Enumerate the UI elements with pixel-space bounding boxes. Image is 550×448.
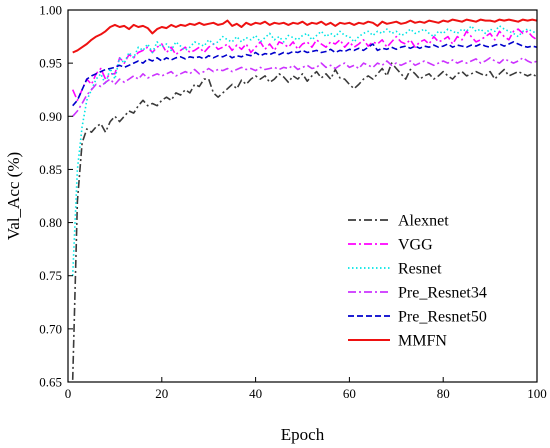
y-tick-label: 1.00: [39, 3, 62, 18]
series-line-pre-resnet50: [72, 41, 537, 107]
series-line-mmfn: [72, 18, 537, 54]
axis-ticks: 0 20 40 60 80 100 0.65 0.70 0.75 0.80 0.85 0.90 0.95…: [39, 3, 547, 402]
y-tick-label: 0.65: [39, 375, 62, 390]
x-tick-label: 60: [343, 386, 356, 401]
y-tick-label: 0.80: [39, 215, 62, 230]
series-line-alexnet: [71, 62, 537, 380]
series-line-pre-resnet34: [72, 57, 537, 117]
x-tick-label: 0: [65, 386, 72, 401]
y-tick-label: 0.85: [39, 162, 62, 177]
series-group: [71, 18, 537, 380]
legend-label: Resnet: [398, 261, 442, 278]
series-line-vgg: [71, 28, 537, 102]
legend: Alexnet VGG Resnet Pre_Resnet34 Pre_Resnet50…: [348, 213, 487, 350]
legend-label: MMFN: [398, 333, 447, 350]
plot-frame: [67, 9, 538, 383]
legend-label: Pre_Resnet50: [398, 309, 487, 326]
x-tick-label: 100: [527, 386, 547, 401]
y-axis-label: Val_Acc (%): [4, 152, 23, 240]
legend-label: VGG: [398, 237, 433, 254]
x-tick-label: 20: [155, 386, 168, 401]
series-line-resnet: [71, 25, 537, 276]
x-tick-label: 80: [437, 386, 450, 401]
y-tick-label: 0.70: [39, 321, 62, 336]
x-axis-label: Epoch: [281, 425, 325, 444]
legend-label: Alexnet: [398, 213, 449, 230]
y-tick-label: 0.90: [39, 109, 62, 124]
y-tick-label: 0.95: [39, 56, 62, 71]
x-tick-label: 40: [249, 386, 262, 401]
y-tick-label: 0.75: [39, 268, 62, 283]
legend-label: Pre_Resnet34: [398, 285, 487, 302]
